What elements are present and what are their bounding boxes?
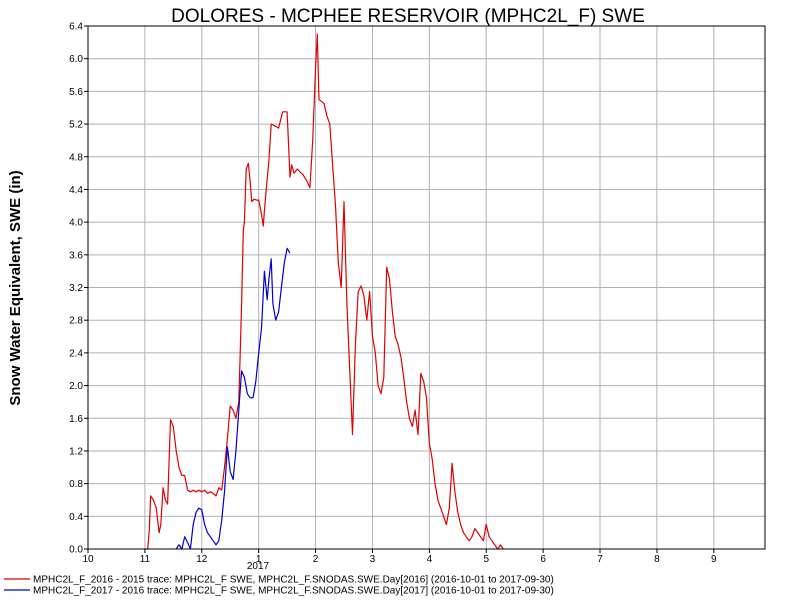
y-tick-label: 3.2 [69, 283, 83, 294]
chart-title: DOLORES - MCPHEE RESERVOIR (MPHC2L_F) SW… [171, 6, 645, 27]
y-tick-label: 2.8 [69, 316, 83, 327]
y-tick-label: 6.0 [69, 54, 83, 65]
x-tick-label: 5 [483, 554, 489, 565]
y-tick-label: 6.4 [69, 22, 83, 33]
y-axis-ticks: 0.0 0.4 0.8 1.2 1.6 2.0 2.4 2.8 3.2 3.6 4.0 4.4 4.8 5… [69, 22, 88, 556]
x-tick-label: 6 [540, 554, 546, 565]
x-tick-label: 12 [196, 554, 208, 565]
x-tick-label: 10 [82, 554, 94, 565]
y-tick-label: 0.4 [69, 512, 83, 523]
y-tick-label: 4.0 [69, 218, 83, 229]
y-tick-label: 2.4 [69, 348, 83, 359]
y-tick-label: 1.6 [69, 414, 83, 425]
series-line-2 [175, 247, 291, 550]
y-tick-label: 5.6 [69, 87, 83, 98]
x-tick-label: 2 [313, 554, 319, 565]
y-axis-label: Snow Water Equivalent, SWE (in) [7, 170, 24, 405]
y-tick-label: 0.8 [69, 479, 83, 490]
legend-entry-1: MPHC2L_F_2016 - 2015 trace: MPHC2L_F SWE… [33, 575, 554, 586]
y-tick-label: 4.4 [69, 185, 83, 196]
legend: MPHC2L_F_2016 - 2015 trace: MPHC2L_F SWE… [4, 575, 554, 597]
plot-frame [87, 25, 766, 550]
y-tick-label: 3.6 [69, 250, 83, 261]
x-tick-label: 8 [654, 554, 660, 565]
y-tick-label: 2.0 [69, 381, 83, 392]
y-tick-label: 0.0 [69, 545, 83, 556]
x-tick-label: 3 [370, 554, 376, 565]
x-tick-label: 1 [256, 554, 262, 565]
x-axis-ticks: 10 11 12 1 2 3 4 5 6 7 8 9 [82, 549, 717, 565]
x-tick-label: 11 [140, 554, 151, 565]
y-tick-label: 1.2 [69, 446, 83, 457]
series-lines [144, 33, 504, 550]
y-tick-label: 4.8 [69, 152, 83, 163]
y-tick-label: 5.2 [69, 120, 83, 131]
x-axis-year-label: 2017 [247, 561, 270, 572]
grid-lines [87, 25, 765, 550]
x-tick-label: 7 [597, 554, 603, 565]
x-tick-label: 9 [711, 554, 717, 565]
x-tick-label: 4 [427, 554, 433, 565]
legend-entry-2: MPHC2L_F_2017 - 2016 trace: MPHC2L_F SWE… [33, 586, 554, 597]
series-line-1 [144, 33, 504, 550]
